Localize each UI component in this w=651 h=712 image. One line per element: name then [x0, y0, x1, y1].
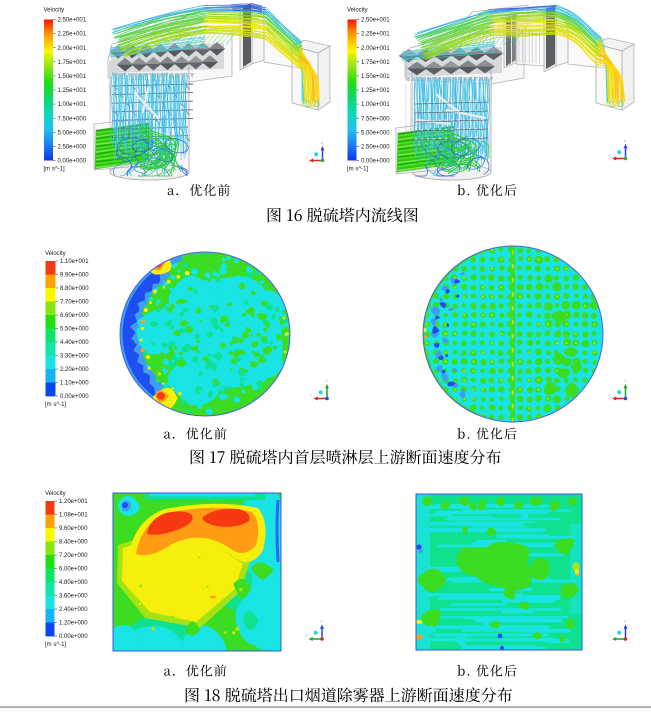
svg-text:8.40e+000: 8.40e+000	[59, 540, 88, 546]
svg-text:0.00e+000: 0.00e+000	[59, 634, 88, 640]
svg-text:z: z	[320, 619, 322, 624]
svg-text:1.08e+001: 1.08e+001	[59, 513, 88, 519]
svg-text:2.50e+000: 2.50e+000	[361, 145, 390, 151]
svg-text:Y: Y	[305, 633, 308, 638]
svg-text:6.00e+000: 6.00e+000	[59, 567, 88, 573]
svg-text:2.50e+001: 2.50e+001	[361, 18, 390, 24]
svg-text:5.00e+000: 5.00e+000	[58, 130, 87, 136]
svg-text:2.25e+001: 2.25e+001	[361, 32, 390, 38]
svg-text:x: x	[609, 152, 611, 157]
svg-text:1.20e+001: 1.20e+001	[59, 499, 88, 505]
svg-text:Y: Y	[325, 378, 328, 383]
svg-text:7.50e+000: 7.50e+000	[361, 116, 390, 122]
svg-text:2.50e+000: 2.50e+000	[58, 145, 87, 151]
svg-text:3.60e+000: 3.60e+000	[59, 594, 88, 600]
svg-text:2.25e+001: 2.25e+001	[58, 32, 87, 38]
svg-text:z: z	[624, 619, 626, 624]
svg-text:1.00e+001: 1.00e+001	[58, 102, 87, 108]
svg-text:[m s^-1]: [m s^-1]	[347, 167, 368, 173]
svg-text:4.40e+000: 4.40e+000	[60, 340, 89, 346]
svg-text:Y: Y	[624, 378, 627, 383]
svg-text:5.00e+000: 5.00e+000	[361, 130, 390, 136]
svg-text:[m s^-1]: [m s^-1]	[45, 402, 66, 408]
svg-text:2.40e+000: 2.40e+000	[59, 607, 88, 613]
svg-text:7.50e+000: 7.50e+000	[58, 116, 87, 122]
svg-text:1.25e+001: 1.25e+001	[361, 88, 390, 94]
svg-text:8.80e+000: 8.80e+000	[60, 286, 89, 292]
svg-text:x: x	[310, 392, 312, 397]
svg-text:2.20e+000: 2.20e+000	[60, 367, 89, 373]
svg-text:7.20e+000: 7.20e+000	[59, 553, 88, 559]
svg-text:2.50e+001: 2.50e+001	[58, 18, 87, 24]
svg-text:x: x	[609, 392, 611, 397]
svg-text:z: z	[321, 140, 323, 145]
svg-text:1.10e+000: 1.10e+000	[60, 381, 89, 387]
svg-text:2.00e+001: 2.00e+001	[361, 46, 390, 52]
svg-text:1.25e+001: 1.25e+001	[58, 88, 87, 94]
svg-text:4.80e+000: 4.80e+000	[59, 580, 88, 586]
svg-text:9.90e+000: 9.90e+000	[60, 273, 89, 279]
svg-text:0.00e+000: 0.00e+000	[60, 394, 89, 400]
svg-text:1.50e+001: 1.50e+001	[58, 74, 87, 80]
svg-text:1.00e+001: 1.00e+001	[361, 102, 390, 108]
svg-text:6.60e+000: 6.60e+000	[60, 313, 89, 319]
svg-text:5.50e+000: 5.50e+000	[60, 327, 89, 333]
svg-text:1.10e+001: 1.10e+001	[60, 259, 89, 265]
svg-text:1.75e+001: 1.75e+001	[58, 60, 87, 66]
svg-text:1.20e+000: 1.20e+000	[59, 621, 88, 627]
svg-text:Y: Y	[609, 633, 612, 638]
svg-text:7.70e+000: 7.70e+000	[60, 300, 89, 306]
svg-text:0.00e+000: 0.00e+000	[361, 159, 390, 165]
svg-text:Velocity: Velocity	[44, 8, 65, 14]
svg-text:1.75e+001: 1.75e+001	[361, 60, 390, 66]
svg-text:0.00e+000: 0.00e+000	[58, 159, 87, 165]
svg-text:3.30e+000: 3.30e+000	[60, 354, 89, 360]
svg-text:1.50e+001: 1.50e+001	[361, 74, 390, 80]
svg-text:Velocity: Velocity	[45, 251, 66, 257]
svg-text:[m s^-1]: [m s^-1]	[44, 167, 65, 173]
svg-text:z: z	[624, 138, 626, 143]
svg-text:2.00e+001: 2.00e+001	[58, 46, 87, 52]
svg-text:[m s^-1]: [m s^-1]	[45, 642, 66, 648]
svg-text:Velocity: Velocity	[347, 8, 368, 14]
svg-text:9.60e+000: 9.60e+000	[59, 526, 88, 532]
svg-text:x: x	[306, 154, 308, 159]
svg-text:Velocity: Velocity	[45, 491, 66, 497]
